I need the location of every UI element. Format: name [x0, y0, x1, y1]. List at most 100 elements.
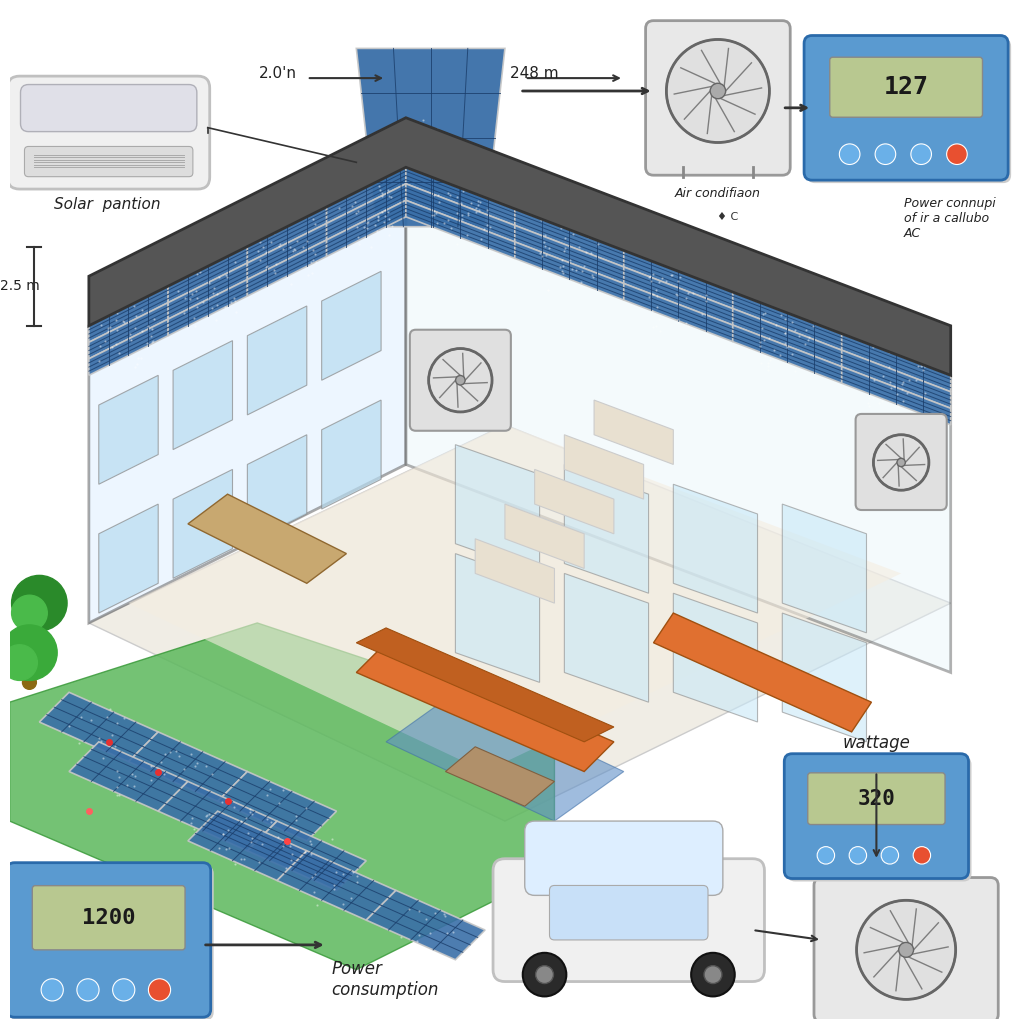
Polygon shape: [386, 692, 624, 821]
FancyBboxPatch shape: [20, 85, 197, 132]
Polygon shape: [456, 554, 540, 682]
Circle shape: [429, 348, 493, 412]
FancyBboxPatch shape: [804, 36, 1009, 180]
Polygon shape: [128, 425, 901, 771]
Polygon shape: [564, 465, 648, 593]
Circle shape: [840, 144, 860, 165]
FancyBboxPatch shape: [787, 757, 972, 882]
Circle shape: [876, 144, 896, 165]
Polygon shape: [128, 732, 248, 801]
Circle shape: [2, 645, 37, 680]
Polygon shape: [594, 400, 674, 465]
Polygon shape: [842, 367, 950, 425]
Polygon shape: [188, 811, 307, 881]
Polygon shape: [624, 284, 733, 342]
FancyBboxPatch shape: [645, 20, 791, 175]
Circle shape: [849, 847, 866, 864]
Polygon shape: [505, 504, 584, 568]
FancyBboxPatch shape: [6, 862, 211, 1017]
FancyBboxPatch shape: [807, 39, 1011, 183]
Polygon shape: [406, 167, 950, 673]
Polygon shape: [173, 469, 232, 579]
FancyBboxPatch shape: [550, 886, 708, 940]
Polygon shape: [564, 573, 648, 702]
Polygon shape: [475, 539, 554, 603]
FancyBboxPatch shape: [784, 754, 969, 879]
Polygon shape: [89, 286, 168, 342]
Polygon shape: [218, 771, 337, 841]
Circle shape: [946, 144, 968, 165]
Text: 2.5 m: 2.5 m: [0, 280, 39, 293]
Circle shape: [33, 626, 46, 640]
Polygon shape: [356, 48, 505, 226]
Polygon shape: [564, 435, 644, 499]
Polygon shape: [674, 484, 758, 613]
Polygon shape: [356, 643, 613, 771]
Polygon shape: [39, 692, 158, 762]
FancyBboxPatch shape: [829, 57, 982, 117]
Polygon shape: [89, 118, 950, 375]
Polygon shape: [322, 271, 381, 380]
FancyBboxPatch shape: [410, 330, 511, 431]
Circle shape: [77, 979, 99, 1001]
FancyBboxPatch shape: [814, 878, 998, 1022]
Text: 127: 127: [884, 75, 929, 99]
Text: ♦ C: ♦ C: [717, 212, 738, 222]
Polygon shape: [168, 280, 248, 336]
Circle shape: [691, 952, 735, 996]
Polygon shape: [248, 223, 327, 280]
Circle shape: [456, 376, 465, 385]
Polygon shape: [188, 495, 346, 584]
Polygon shape: [367, 891, 485, 959]
Circle shape: [113, 979, 135, 1001]
Polygon shape: [733, 292, 842, 350]
Polygon shape: [356, 628, 613, 741]
Polygon shape: [327, 167, 406, 223]
Circle shape: [711, 83, 726, 98]
Text: 320: 320: [857, 788, 895, 809]
Polygon shape: [89, 319, 168, 375]
Polygon shape: [327, 201, 406, 256]
Circle shape: [911, 144, 932, 165]
Circle shape: [913, 847, 931, 864]
Circle shape: [857, 900, 955, 999]
Polygon shape: [515, 209, 624, 267]
Text: 1200: 1200: [82, 907, 135, 928]
Text: 248 m: 248 m: [510, 66, 558, 81]
Circle shape: [41, 979, 63, 1001]
Polygon shape: [173, 341, 232, 450]
Polygon shape: [624, 251, 733, 308]
Polygon shape: [782, 613, 866, 741]
Polygon shape: [456, 444, 540, 573]
FancyBboxPatch shape: [33, 886, 185, 950]
Text: Power
consumption: Power consumption: [332, 959, 439, 998]
Polygon shape: [69, 741, 188, 811]
Text: Air condifiaon: Air condifiaon: [675, 187, 761, 200]
Polygon shape: [89, 303, 168, 358]
Polygon shape: [842, 334, 950, 392]
Polygon shape: [406, 201, 515, 258]
Polygon shape: [168, 247, 248, 303]
Polygon shape: [158, 781, 278, 851]
Circle shape: [897, 459, 905, 467]
Circle shape: [522, 952, 566, 996]
Circle shape: [23, 676, 37, 689]
Polygon shape: [248, 240, 327, 296]
Polygon shape: [322, 400, 381, 509]
FancyBboxPatch shape: [493, 859, 765, 982]
Polygon shape: [545, 856, 653, 886]
Polygon shape: [278, 851, 396, 921]
Polygon shape: [406, 183, 515, 242]
Circle shape: [817, 847, 835, 864]
Polygon shape: [248, 207, 327, 263]
Circle shape: [536, 966, 553, 983]
FancyBboxPatch shape: [524, 821, 723, 895]
Polygon shape: [653, 613, 871, 732]
Polygon shape: [89, 425, 950, 821]
Polygon shape: [406, 167, 515, 225]
Polygon shape: [515, 242, 624, 300]
FancyBboxPatch shape: [25, 146, 193, 177]
Circle shape: [11, 575, 67, 631]
Polygon shape: [733, 325, 842, 383]
Polygon shape: [515, 225, 624, 284]
